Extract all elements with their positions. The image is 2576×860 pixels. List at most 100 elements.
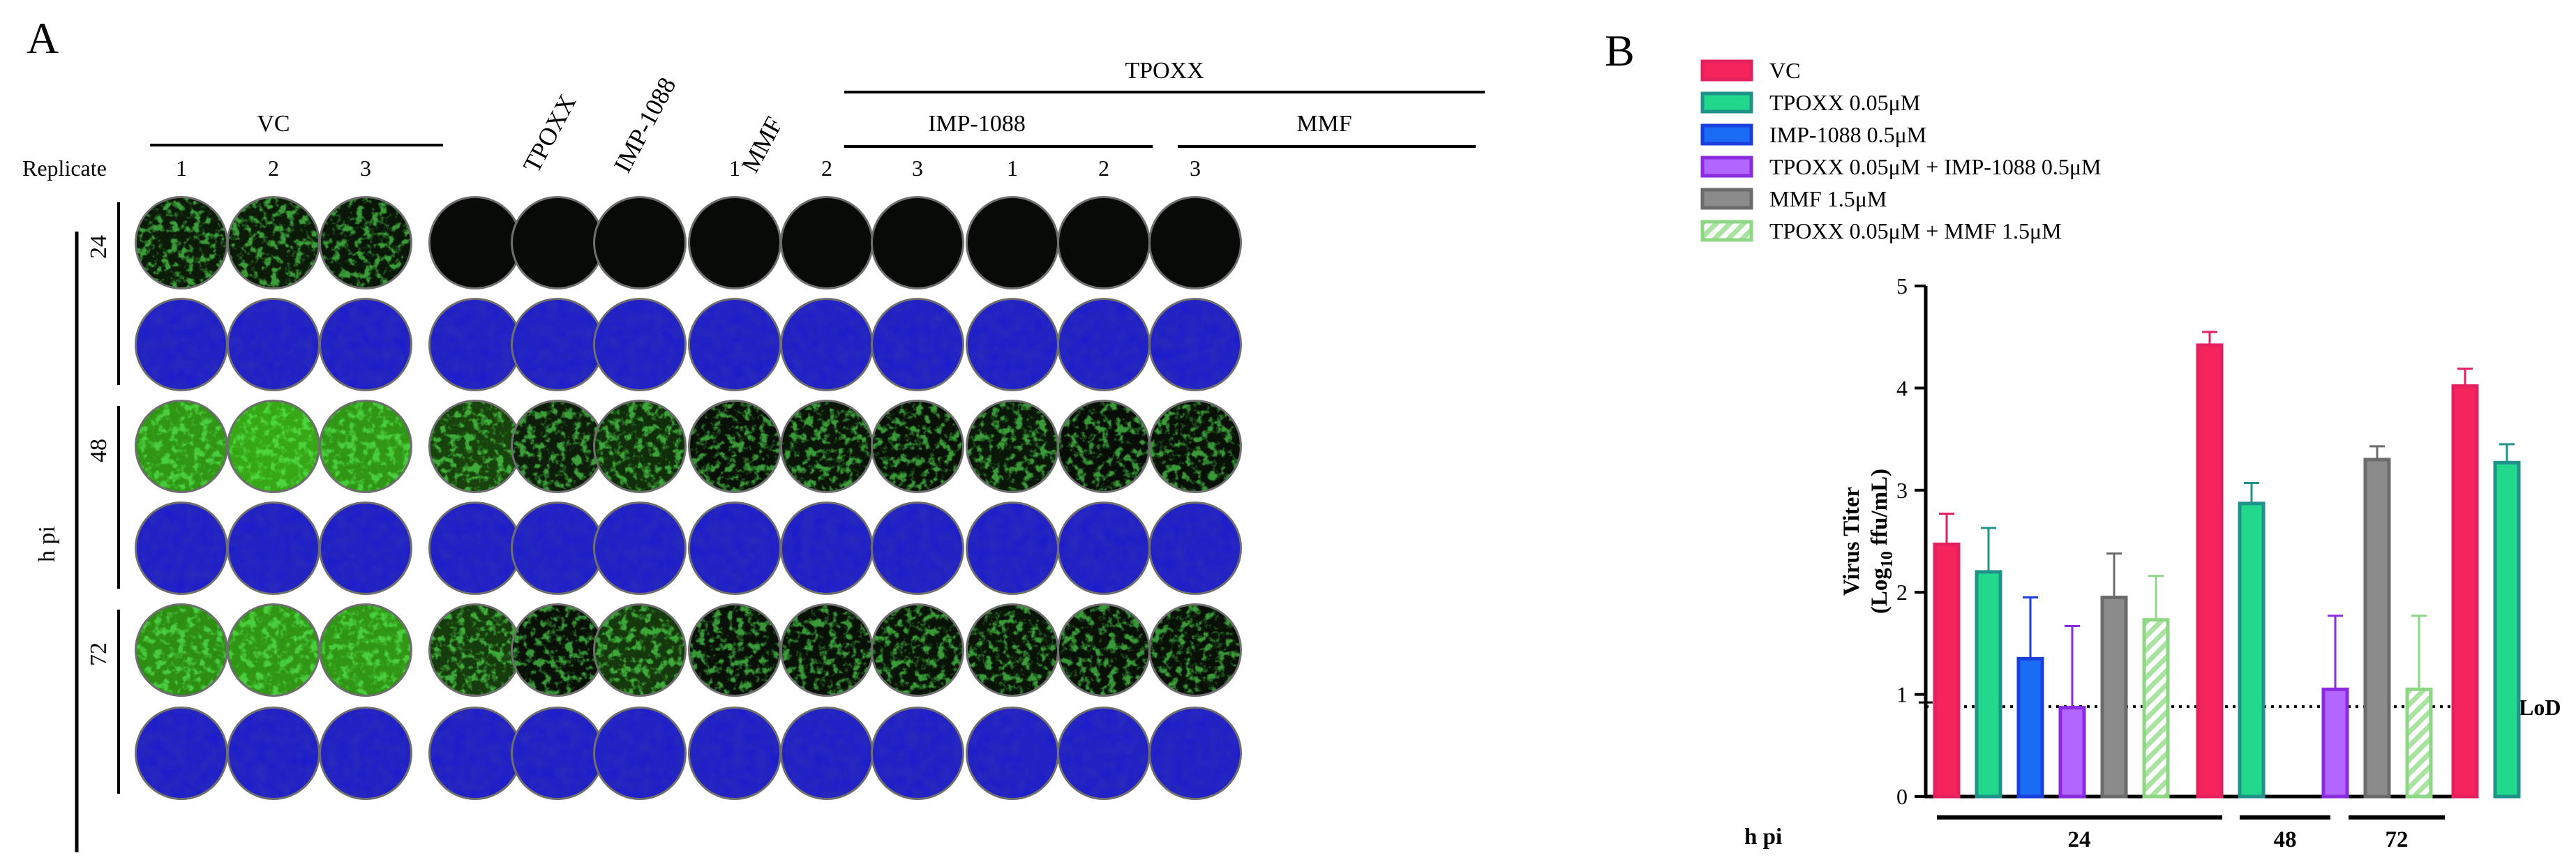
virus-well: [135, 196, 228, 289]
virus-well: [227, 603, 320, 697]
bar: [2238, 482, 2266, 799]
y-tick-label: 3: [1896, 478, 1908, 503]
bar: [1975, 527, 2002, 799]
virus-well: [871, 400, 964, 493]
legend-entry: IMP-1088 0.5μM: [1700, 122, 1926, 147]
dapi-well: [871, 707, 964, 800]
y-tick-label: 4: [1896, 375, 1908, 400]
x-category-label-48: 48: [2274, 827, 2297, 852]
y-tick-label: 2: [1896, 580, 1908, 605]
virus-well: [593, 603, 687, 697]
dapi-well: [319, 501, 412, 595]
virus-titer-bar-chart: VC TPOXX 0.05μM IMP-1088 0.5μM TPOXX 0.05μM…: [1700, 58, 2561, 852]
bar-rect: [2321, 687, 2349, 799]
replicate-number: 1: [729, 156, 740, 181]
virus-well: [319, 400, 412, 493]
legend-label: TPOXX 0.05μM + MMF 1.5μM: [1769, 218, 2062, 243]
dapi-well: [511, 501, 604, 595]
chart-bars: [1933, 331, 2521, 799]
plate-image-figure: TPOXX VC IMP-1088 MMF TPOXX IMP-1088 MMF…: [22, 58, 1485, 852]
x-axis-prefix: h pi: [1744, 824, 1782, 850]
dapi-well: [227, 298, 320, 391]
y-tick-label: 1: [1896, 682, 1908, 707]
bar-rect: [1975, 570, 2002, 799]
bar: [1933, 512, 1961, 799]
virus-well: [135, 400, 228, 493]
x-category-label-72: 72: [2386, 827, 2409, 852]
replicate-number: 3: [1190, 156, 1201, 181]
replicate-number: 1: [176, 156, 187, 181]
dapi-well: [319, 298, 412, 391]
dapi-well: [593, 707, 687, 800]
bar: [2142, 575, 2170, 799]
dapi-well: [593, 298, 687, 391]
bar-rect: [2196, 343, 2224, 799]
bar: [2100, 552, 2128, 799]
y-axis-units: (Log10 ffu/mL): [1867, 469, 1896, 614]
virus-well: [688, 196, 781, 289]
dapi-well: [428, 501, 522, 595]
virus-well: [511, 603, 604, 697]
bar: [2363, 445, 2391, 799]
single-drug-label-mmf: MMF: [736, 112, 788, 177]
bar-rect: [2100, 596, 2128, 799]
dapi-well: [511, 298, 604, 391]
bar-rect: [1933, 542, 1961, 799]
dapi-well: [428, 298, 522, 391]
virus-well: [319, 603, 412, 697]
dapi-well: [966, 298, 1059, 391]
virus-well: [1057, 603, 1151, 697]
legend-entry: MMF 1.5μM: [1700, 186, 1887, 211]
virus-well: [871, 603, 964, 697]
legend-label: VC: [1769, 58, 1800, 83]
replicate-number: 2: [821, 156, 832, 181]
bar-rect: [2142, 618, 2170, 799]
dapi-well: [1057, 707, 1151, 800]
legend-swatch: [1700, 220, 1753, 242]
combo-imp-label: IMP-1088: [928, 111, 1026, 137]
dapi-well: [135, 707, 228, 800]
virus-well: [227, 196, 320, 289]
dapi-well: [780, 298, 874, 391]
dapi-well: [780, 707, 874, 800]
dapi-well: [227, 501, 320, 595]
panel-b-letter: B: [1605, 26, 1635, 75]
replicate-number: 2: [268, 156, 279, 181]
legend-swatch: [1700, 59, 1753, 82]
time-label-72: 72: [86, 642, 112, 666]
legend-entry: VC: [1700, 58, 1800, 83]
virus-well: [428, 400, 522, 493]
dapi-well: [871, 298, 964, 391]
single-drug-label-imp: IMP-1088: [608, 73, 682, 176]
dapi-well: [1148, 501, 1242, 595]
y-tick-label: 0: [1896, 784, 1908, 809]
tpoxx-group-label: TPOXX: [1125, 58, 1204, 84]
panel-a-letter: A: [27, 13, 59, 63]
virus-well: [319, 196, 412, 289]
dapi-well: [1057, 298, 1151, 391]
combo-mmf-label: MMF: [1296, 111, 1351, 137]
virus-well: [593, 196, 687, 289]
legend-label: TPOXX 0.05μM: [1769, 90, 1920, 115]
bar-rect: [2363, 458, 2391, 799]
dapi-well: [135, 298, 228, 391]
dapi-well: [871, 501, 964, 595]
virus-well: [428, 603, 522, 697]
virus-well: [1057, 400, 1151, 493]
legend-swatch: [1700, 123, 1753, 146]
bar: [2493, 443, 2521, 799]
virus-well: [780, 603, 874, 697]
virus-well: [1148, 603, 1242, 697]
virus-well: [428, 196, 522, 289]
bar: [2405, 614, 2433, 799]
bar: [2196, 331, 2224, 799]
virus-well: [688, 400, 781, 493]
legend-label: IMP-1088 0.5μM: [1769, 122, 1926, 147]
dapi-well: [688, 501, 781, 595]
virus-well: [688, 603, 781, 697]
dapi-well: [1057, 501, 1151, 595]
dapi-well: [319, 707, 412, 800]
bar-rect: [2493, 460, 2521, 799]
bar: [2321, 614, 2349, 799]
legend-swatch: [1700, 188, 1753, 210]
